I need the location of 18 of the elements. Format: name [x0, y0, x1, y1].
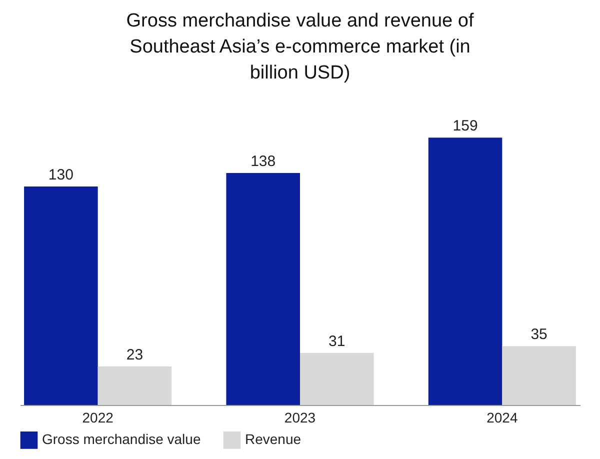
x-tick-label: 2022 — [82, 410, 114, 426]
bar — [502, 346, 576, 405]
data-label: 23 — [126, 346, 144, 364]
bar — [24, 186, 98, 405]
data-label: 159 — [452, 118, 478, 135]
legend-label: Revenue — [245, 431, 302, 448]
data-label: 31 — [328, 332, 346, 350]
bar — [428, 138, 502, 405]
data-label: 130 — [48, 166, 74, 184]
data-label: 138 — [250, 152, 276, 170]
bar — [300, 352, 374, 405]
data-label: 35 — [530, 326, 548, 344]
bar — [226, 172, 300, 405]
bar — [98, 366, 172, 405]
legend-label: Gross merchandise value — [42, 431, 201, 448]
x-tick-label: 2024 — [486, 410, 518, 426]
chart-title: Gross merchandise value and revenue of Southeast Asia’s e-commerce market (in billion USD) — [126, 10, 474, 84]
x-tick-label: 2023 — [284, 410, 316, 426]
